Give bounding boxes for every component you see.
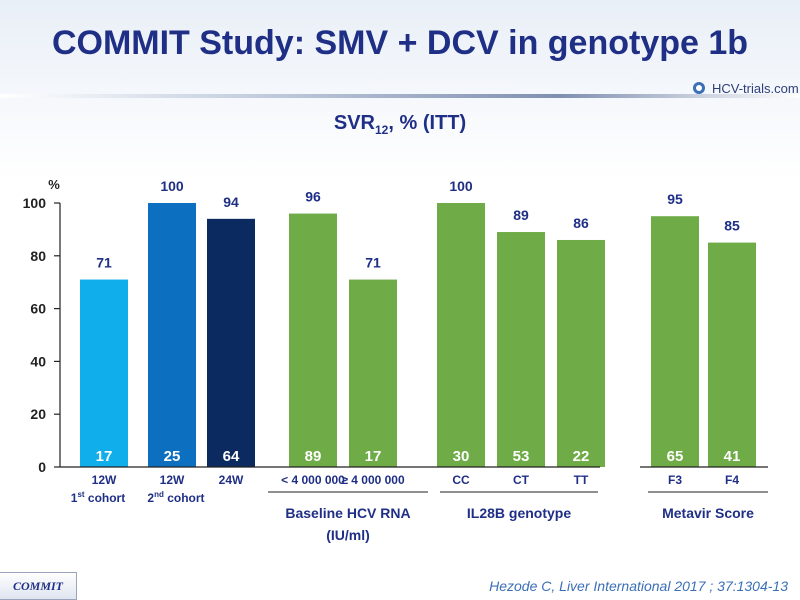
group-label-line2: (IU/ml) xyxy=(326,527,370,543)
x-tick-label: 12W xyxy=(92,473,117,487)
title-divider xyxy=(0,94,800,98)
bar-value-label: 71 xyxy=(365,255,381,271)
subtitle-prefix: SVR xyxy=(333,112,375,134)
x-tick-label: 12W xyxy=(160,473,185,487)
bar-n-label: 22 xyxy=(573,448,590,465)
bar xyxy=(437,203,485,467)
bar-value-label: 95 xyxy=(667,191,683,207)
cohort-label: 2nd cohort xyxy=(147,490,204,505)
bar-n-label: 89 xyxy=(305,448,322,465)
x-tick-label: F3 xyxy=(668,473,682,487)
chart-subtitle: SVR12, % (ITT) xyxy=(0,112,800,137)
slide-title: COMMIT Study: SMV + DCV in genotype 1b xyxy=(51,24,749,62)
bar-value-label: 85 xyxy=(724,218,740,234)
y-tick-label: 100 xyxy=(23,195,47,211)
logo-text: HCV-trials.com xyxy=(712,80,799,96)
bar-value-label: 86 xyxy=(573,215,589,231)
x-tick-label: ≥ 4 000 000 xyxy=(341,473,405,487)
bar-n-label: 65 xyxy=(667,448,684,465)
bar xyxy=(651,216,699,467)
bar-value-label: 100 xyxy=(449,178,473,194)
bar-value-label: 71 xyxy=(96,255,112,271)
bar xyxy=(497,232,545,467)
x-tick-label: F4 xyxy=(725,473,739,487)
cohort-label: 1st cohort xyxy=(71,490,125,505)
bar-value-label: 89 xyxy=(513,207,529,223)
bar xyxy=(207,218,255,467)
subtitle-suffix: , % (ITT) xyxy=(388,112,467,134)
hcv-trials-logo: HCV-trials.com xyxy=(690,78,800,98)
group-label: IL28B genotype xyxy=(467,505,571,521)
y-tick-label: 0 xyxy=(38,459,46,475)
bar-n-label: 17 xyxy=(365,448,382,465)
bar-value-label: 94 xyxy=(223,194,239,210)
bar-n-label: 30 xyxy=(453,448,470,465)
bar-n-label: 17 xyxy=(96,448,113,465)
y-axis-label: % xyxy=(48,177,60,192)
group-label: Baseline HCV RNA xyxy=(285,505,410,521)
bar-n-label: 64 xyxy=(223,448,240,465)
citation: Hezode C, Liver International 2017 ; 37:… xyxy=(489,578,788,594)
x-tick-label: CC xyxy=(452,473,470,487)
bar-n-label: 25 xyxy=(164,448,181,465)
logo-icon xyxy=(693,82,705,94)
x-tick-label: 24W xyxy=(219,473,244,487)
x-tick-label: < 4 000 000 xyxy=(281,473,345,487)
bar-value-label: 96 xyxy=(305,189,321,205)
y-tick-label: 20 xyxy=(30,406,46,422)
subtitle-subscript: 12 xyxy=(375,123,389,137)
bar xyxy=(349,279,397,467)
bar xyxy=(148,203,196,467)
bar xyxy=(289,213,337,467)
x-tick-label: CT xyxy=(513,473,530,487)
group-label: Metavir Score xyxy=(662,505,754,521)
study-tag: COMMIT xyxy=(0,572,77,600)
y-tick-label: 60 xyxy=(30,301,46,317)
bar xyxy=(557,239,605,467)
x-tick-label: TT xyxy=(574,473,589,487)
y-tick-label: 80 xyxy=(30,248,46,264)
bar-n-label: 41 xyxy=(724,448,741,465)
bar-n-label: 53 xyxy=(513,448,530,465)
bar xyxy=(80,279,128,467)
y-tick-label: 40 xyxy=(30,353,46,369)
bar-value-label: 100 xyxy=(160,178,184,194)
bar xyxy=(708,242,756,467)
